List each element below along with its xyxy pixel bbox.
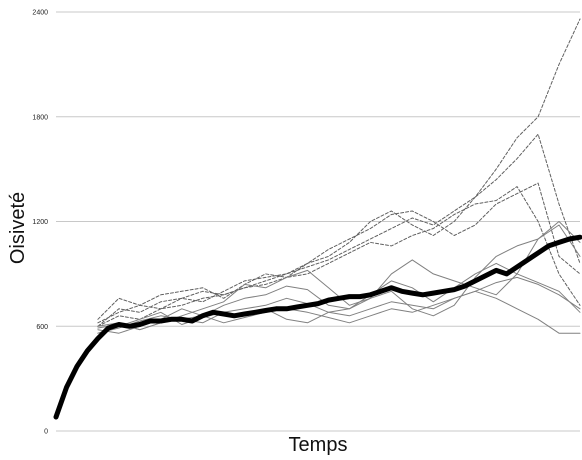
y-tick-label: 0	[44, 429, 48, 436]
solid-series-line-4	[97, 224, 581, 334]
dashed-series-line-4	[97, 186, 581, 327]
solid-series-line-2	[97, 262, 581, 334]
x-axis-title: Temps	[289, 434, 348, 456]
y-tick-labels: 0 600 1200 1800 2400	[32, 10, 48, 436]
mean-series-line	[53, 234, 582, 420]
y-tick-label: 1800	[32, 114, 48, 121]
y-tick-label: 1200	[32, 219, 48, 226]
dashed-series-line-2	[97, 133, 581, 327]
y-tick-label: 2400	[32, 10, 48, 17]
y-axis-title: Oisiveté	[7, 192, 29, 264]
dashed-series-line-1	[97, 18, 581, 320]
y-tick-label: 600	[36, 324, 48, 331]
solid-series-line-1	[97, 276, 581, 334]
grid-lines	[56, 11, 580, 432]
dashed-series-line-3	[97, 182, 581, 324]
series-lines	[53, 18, 582, 420]
